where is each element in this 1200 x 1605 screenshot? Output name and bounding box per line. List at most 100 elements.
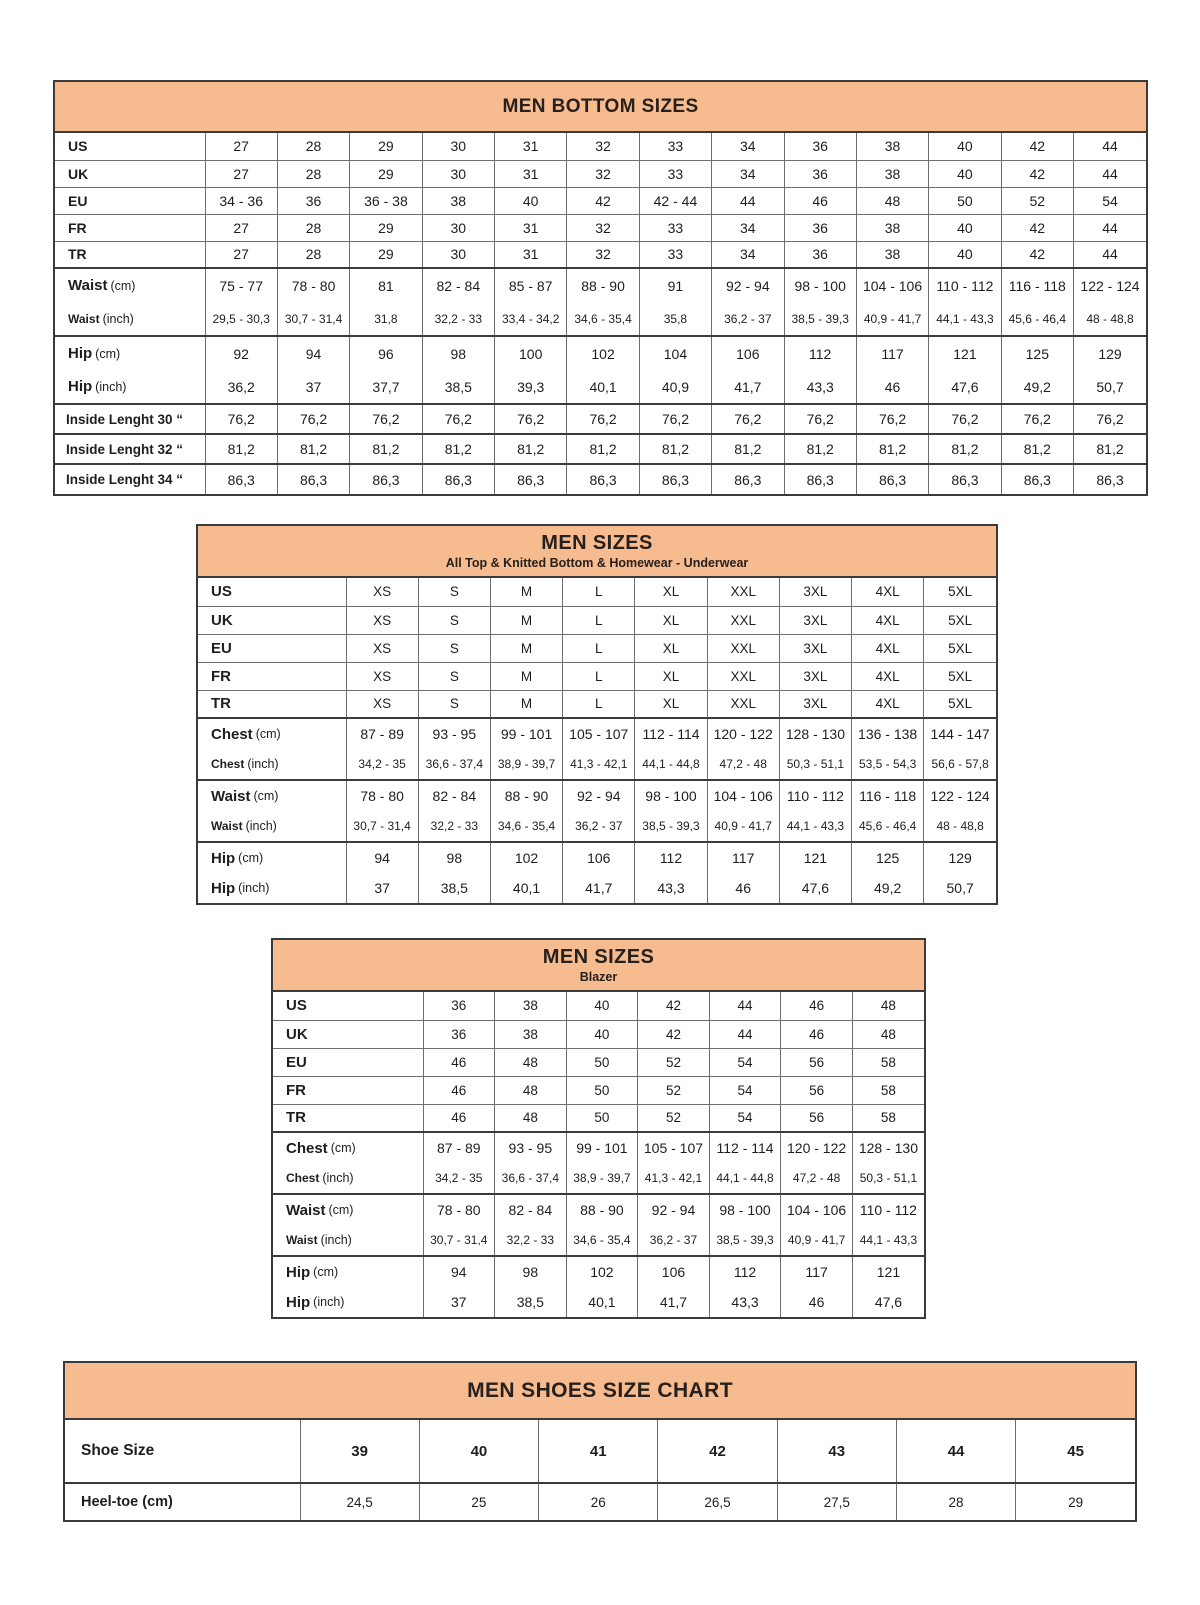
size-cell: 58 — [851, 1047, 925, 1077]
size-cell: 86,3 — [566, 463, 640, 495]
size-cell: 104 - 106 40,9 - 41,7 — [706, 779, 780, 843]
size-cell: XL — [634, 689, 708, 719]
measure-row: Hip (cm) Hip (inch) 92 36,2 94 37 96 37,7 98 38,5 10… — [54, 335, 1147, 405]
size-cell: XXL — [706, 689, 780, 719]
row-label-text: Waist — [211, 787, 251, 805]
size-cell: 98 - 100 38,5 - 39,3 — [708, 1193, 782, 1257]
size-cell: 98 38,5 — [494, 1255, 567, 1318]
table-subtitle: Blazer — [579, 970, 618, 984]
size-cell: 30 — [421, 159, 496, 188]
measure-row: Hip (cm) Hip (inch) 94 37 98 38,5 102 40,1 106 41,7… — [272, 1255, 925, 1318]
size-cell: 33 — [638, 132, 713, 161]
size-cell: 50 — [565, 1075, 639, 1105]
men-blazer-sizes-table: MEN SIZES Blazer US 36 38 40 42 44 46 48 UK 36 38 4… — [271, 938, 926, 1319]
size-cell: 38 — [494, 991, 567, 1021]
size-cell: 82 - 84 32,2 - 33 — [421, 267, 496, 337]
size-cell: 42 — [1000, 213, 1075, 242]
size-cell: 76,2 — [855, 403, 930, 435]
row-unit-text: (cm) — [253, 789, 279, 803]
size-cell: 34 — [711, 240, 785, 269]
size-cell: 81,2 — [638, 433, 713, 465]
size-cell: 29 — [349, 132, 423, 161]
size-cell: 86,3 — [204, 463, 278, 495]
size-cell: 45 — [1015, 1419, 1136, 1484]
table-title: MEN BOTTOM SIZES — [502, 95, 699, 117]
row-unit-text: (inch) — [247, 757, 279, 771]
row-label: EU — [54, 186, 206, 215]
size-cell: 112 - 114 44,1 - 44,8 — [634, 717, 708, 781]
size-cell: 116 - 118 45,6 - 46,4 — [1000, 267, 1075, 337]
men-top-sizes-table: MEN SIZES All Top & Knitted Bottom & Hom… — [196, 524, 998, 905]
size-cell: 24,5 — [299, 1482, 420, 1521]
size-cell: 30 — [421, 132, 496, 161]
table-row: US 36 38 40 42 44 46 48 — [272, 991, 925, 1021]
size-cell: 40 — [928, 132, 1002, 161]
size-cell: 120 - 122 47,2 - 48 — [780, 1131, 853, 1195]
table-row: UK XS S M L XL XXL 3XL 4XL 5XL — [197, 605, 997, 635]
size-cell: XL — [634, 605, 708, 635]
size-cell: L — [562, 661, 636, 691]
measure-row: Chest (cm) Chest (inch) 87 - 89 34,2 - 35 93 -… — [197, 717, 997, 781]
size-cell: 50 — [565, 1103, 639, 1133]
size-cell: 40 — [928, 213, 1002, 242]
row-label-text: Hip — [286, 1293, 311, 1311]
size-cell: 31 — [493, 240, 568, 269]
size-cell: L — [562, 605, 636, 635]
size-cell: M — [489, 661, 564, 691]
size-cell: XS — [345, 577, 419, 607]
size-cell: 36 — [422, 991, 496, 1021]
size-cell: 5XL — [923, 633, 997, 663]
table-header: MEN SIZES All Top & Knitted Bottom & Hom… — [198, 526, 996, 578]
size-cell: 88 - 90 34,6 - 35,4 — [566, 267, 640, 337]
measure-row: Hip (cm) Hip (inch) 94 37 98 38,5 102 40,1 106 41,7… — [197, 841, 997, 904]
row-unit-text: (inch) — [102, 311, 134, 326]
size-cell: 52 — [637, 1075, 710, 1105]
size-cell: 58 — [851, 1103, 925, 1133]
row-label: Heel-toe (cm) — [64, 1482, 301, 1521]
size-cell: 92 - 94 36,2 - 37 — [711, 267, 785, 337]
table-row: Inside Lenght 32 “81,2 81,2 81,2 81,2 81,2 81… — [54, 433, 1147, 465]
size-cell: 28 — [276, 240, 351, 269]
size-cell: 105 - 107 41,3 - 42,1 — [562, 717, 636, 781]
size-cell: 112 43,3 — [634, 841, 708, 904]
size-cell: 34 - 36 — [204, 186, 278, 215]
size-cell: 4XL — [851, 689, 925, 719]
size-cell: 76,2 — [349, 403, 423, 435]
table-row: Heel-toe (cm) 24,5 25 26 26,5 27,5 28 29 — [64, 1482, 1136, 1521]
size-cell: 110 - 112 44,1 - 43,3 — [928, 267, 1002, 337]
size-cell: 40 — [493, 186, 568, 215]
size-cell: L — [562, 577, 636, 607]
size-cell: 81,2 — [349, 433, 423, 465]
row-label-text: Chest — [211, 725, 253, 743]
size-cell: 5XL — [923, 605, 997, 635]
row-label: UK — [54, 159, 206, 188]
size-cell: 81,2 — [855, 433, 930, 465]
size-cell: 81,2 — [1073, 433, 1147, 465]
row-unit-text: (cm) — [313, 1265, 339, 1279]
size-cell: 88 - 90 34,6 - 35,4 — [489, 779, 564, 843]
size-cell: 44 — [1073, 213, 1147, 242]
size-cell: 44 — [1073, 240, 1147, 269]
table-row: Inside Lenght 34 “86,3 86,3 86,3 86,3 86,3 86… — [54, 463, 1147, 495]
size-cell: 41 — [538, 1419, 659, 1484]
size-cell: 128 - 130 50,3 - 51,1 — [778, 717, 853, 781]
row-label-text: Hip — [211, 879, 236, 897]
size-cell: 81,2 — [1000, 433, 1075, 465]
size-cell: 106 41,7 — [711, 335, 785, 405]
measure-row: Waist (cm) Waist (inch) 75 - 77 29,5 - 30,3 78… — [54, 267, 1147, 337]
size-cell: XL — [634, 633, 708, 663]
size-cell: 105 - 107 41,3 - 42,1 — [637, 1131, 710, 1195]
size-cell: 43 — [776, 1419, 897, 1484]
size-cell: 102 40,1 — [566, 335, 640, 405]
size-cell: 129 50,7 — [1073, 335, 1147, 405]
row-label: Inside Lenght 30 “ — [54, 403, 206, 435]
size-cell: 56 — [780, 1047, 853, 1077]
row-label: EU — [272, 1047, 424, 1077]
size-cell: 38 — [855, 213, 930, 242]
size-cell: 76,2 — [276, 403, 351, 435]
row-label-text: Waist — [211, 819, 243, 833]
row-label: Hip (cm) Hip (inch) — [54, 335, 206, 405]
row-label: TR — [197, 689, 347, 719]
size-cell: 110 - 112 44,1 - 43,3 — [778, 779, 853, 843]
size-cell: 129 50,7 — [923, 841, 997, 904]
